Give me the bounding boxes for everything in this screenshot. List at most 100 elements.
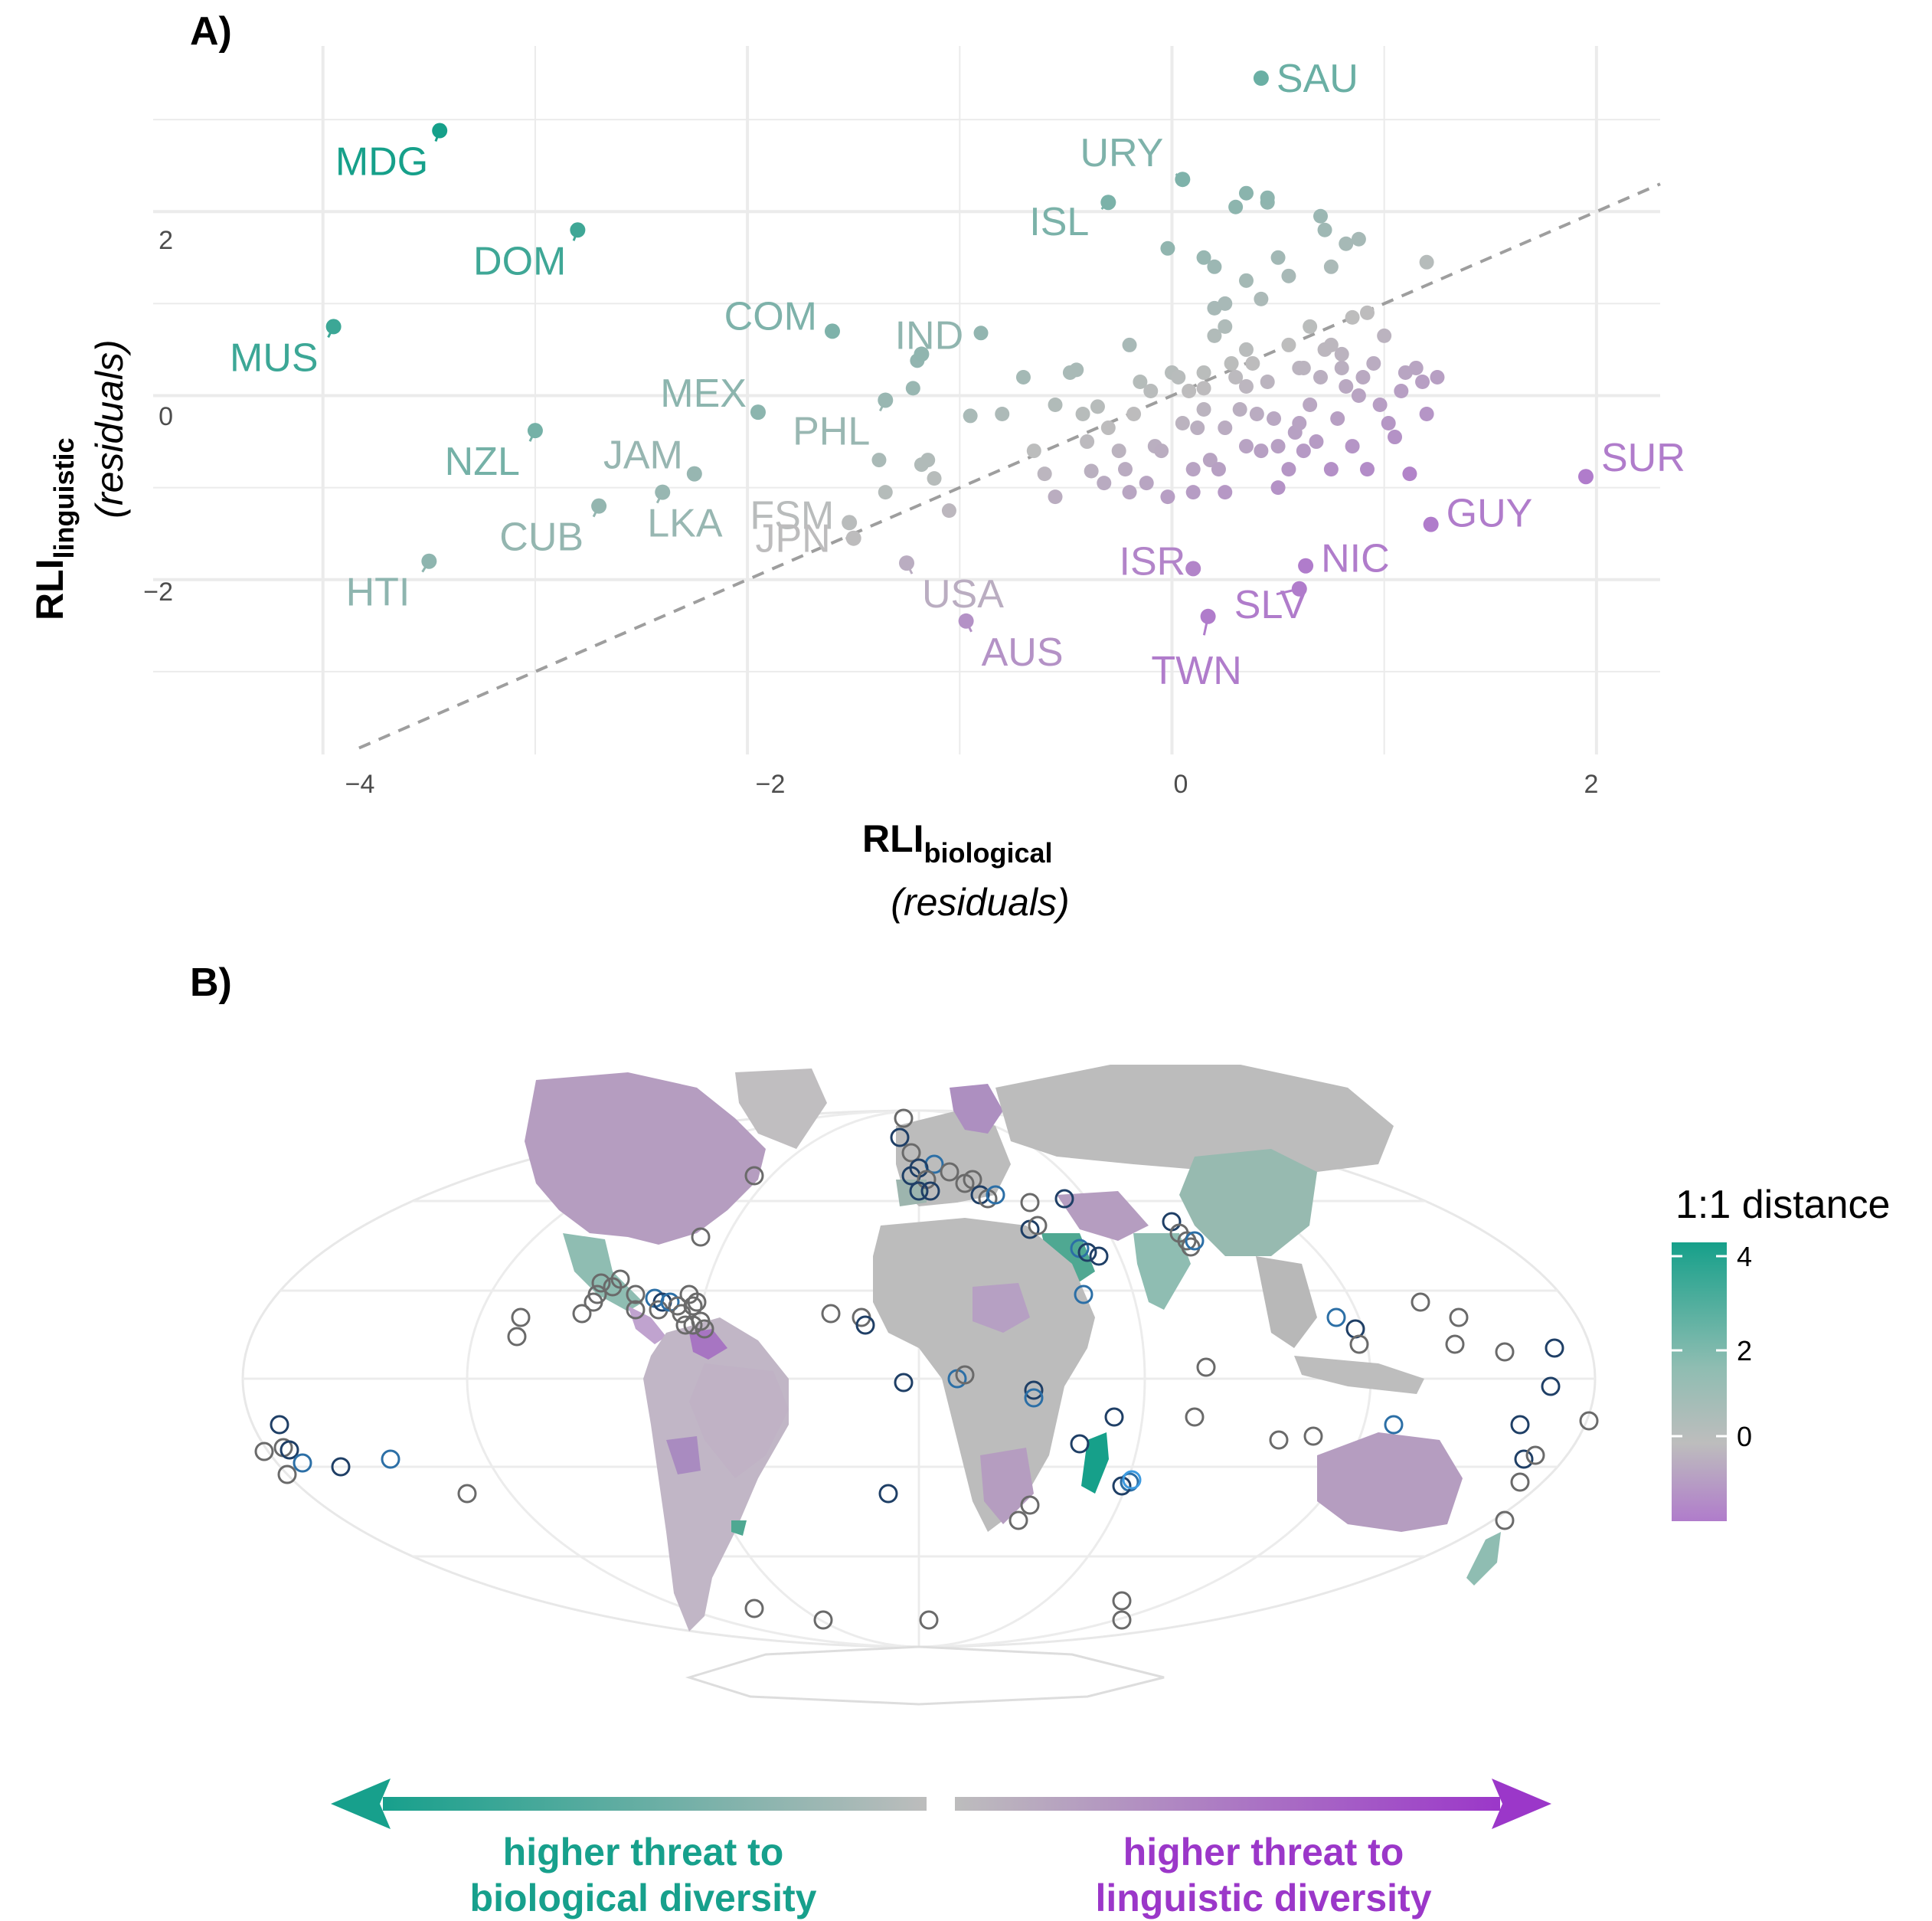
data-point [1303, 319, 1318, 334]
data-point [1133, 374, 1148, 389]
data-point [1366, 355, 1381, 371]
country-label: JPN [755, 517, 830, 561]
north-america [525, 1072, 766, 1245]
data-point [1351, 388, 1366, 403]
label-leader [434, 129, 441, 142]
data-point [1260, 190, 1275, 205]
island-marker [254, 1442, 274, 1461]
data-point [1069, 362, 1084, 378]
data-point [1267, 411, 1282, 427]
island-marker [744, 1166, 764, 1186]
island-marker [1541, 1376, 1561, 1396]
data-point [1339, 378, 1354, 394]
label-leader [920, 349, 926, 355]
panel-b-tag: B) [190, 960, 232, 1005]
country-label: MDG [335, 140, 428, 185]
island-marker [878, 1484, 898, 1504]
country-label: IND [895, 313, 964, 358]
india [1133, 1233, 1191, 1310]
island-marker [955, 1365, 975, 1385]
data-point [1238, 185, 1254, 201]
southeast-asia [1256, 1256, 1317, 1348]
island-marker [293, 1453, 312, 1473]
data-point [1245, 355, 1260, 371]
data-point [1185, 462, 1201, 477]
data-point [1345, 309, 1360, 325]
data-point [1154, 443, 1169, 459]
island-marker [1112, 1591, 1132, 1611]
colorbar-ticks [1672, 1255, 1727, 1438]
island-marker [1020, 1495, 1040, 1515]
data-point [1238, 273, 1254, 288]
data-point [1218, 319, 1233, 334]
island-marker [1185, 1231, 1205, 1251]
data-point [1026, 443, 1041, 459]
tick-labels: −4 −2 0 2 2 0 −2 [143, 226, 1598, 799]
country-label: LKA [647, 502, 723, 546]
x-axis-subtitle: (residuals) [891, 881, 1069, 924]
island-marker [1579, 1411, 1599, 1431]
data-point [1171, 369, 1186, 385]
brazil [689, 1363, 789, 1478]
legend-tick: 2 [1737, 1335, 1752, 1366]
label-leader [753, 407, 760, 414]
island-marker [940, 1162, 959, 1182]
data-point [1080, 434, 1095, 450]
country-label: JAM [603, 434, 683, 478]
data-point [1207, 259, 1222, 274]
label-leader [826, 327, 833, 332]
antarctica [685, 1645, 1165, 1706]
arrow-left-text-1: higher threat to [503, 1831, 784, 1874]
label-leader [965, 620, 973, 633]
data-point [1323, 462, 1339, 477]
data-point [1270, 439, 1286, 454]
y-axis-title: RLIlinguistic [28, 437, 80, 620]
data-point [927, 471, 942, 486]
data-point [1402, 466, 1417, 482]
island-marker [1008, 1510, 1028, 1530]
data-point [1232, 402, 1247, 417]
bolivia [666, 1436, 701, 1474]
middle-east [1057, 1191, 1149, 1241]
country-label: PHL [793, 410, 870, 454]
country-label: URY [1080, 131, 1163, 175]
data-point [1122, 485, 1137, 500]
scatter-points [325, 70, 1594, 629]
y-axis-subtitle: (residuals) [88, 339, 131, 518]
y-axis-main: RLI [28, 558, 71, 620]
y-tick: 0 [159, 402, 173, 431]
island-marker [1028, 1216, 1048, 1235]
legend-tick: 0 [1737, 1421, 1752, 1452]
data-point [1249, 407, 1264, 422]
island-marker [591, 1273, 611, 1293]
island-marker [603, 1277, 623, 1297]
country-label: NZL [445, 440, 520, 484]
new-zealand [1466, 1532, 1501, 1586]
data-point [1190, 421, 1205, 436]
panel-a-tag: A) [190, 9, 232, 54]
island-marker [890, 1127, 910, 1147]
island-marker [1122, 1470, 1142, 1490]
island-marker [813, 1610, 833, 1630]
data-point [1303, 398, 1318, 413]
data-point [1090, 399, 1105, 414]
island-marker [920, 1181, 940, 1201]
island-marker [381, 1449, 400, 1469]
data-point [1296, 360, 1311, 375]
island-marker [1449, 1307, 1469, 1327]
data-point [1100, 421, 1116, 436]
data-point [1122, 337, 1137, 352]
x-tick: 2 [1584, 770, 1599, 799]
data-point [905, 381, 920, 396]
island-marker [270, 1415, 289, 1435]
island-marker [901, 1143, 921, 1163]
island-marker [687, 1292, 707, 1312]
x-axis-title: RLIbiological [862, 817, 1053, 869]
data-point [1419, 407, 1434, 422]
data-point [1117, 462, 1133, 477]
y-tick: −2 [143, 578, 173, 607]
reference-line [358, 182, 1661, 750]
island-marker [1070, 1434, 1090, 1454]
data-point [1388, 430, 1403, 445]
